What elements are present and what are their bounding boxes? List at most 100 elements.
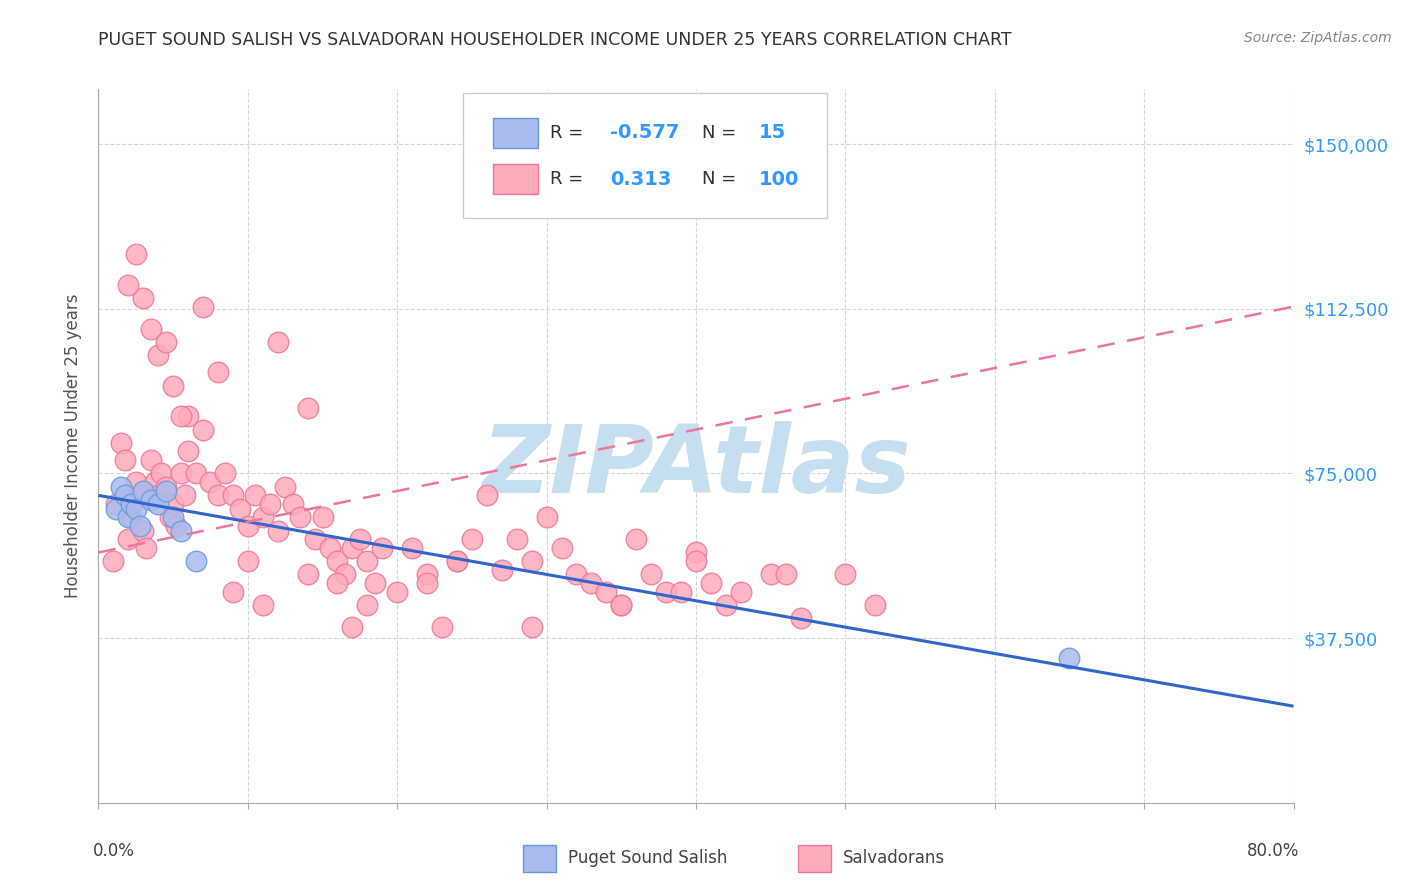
- Point: [148, 348, 170, 362]
- Point: [669, 585, 692, 599]
- Point: [775, 567, 797, 582]
- Point: [536, 510, 558, 524]
- Point: [356, 554, 378, 568]
- Point: [139, 492, 162, 507]
- Point: [105, 497, 128, 511]
- Point: [288, 510, 311, 524]
- FancyBboxPatch shape: [463, 93, 827, 218]
- Point: [364, 576, 387, 591]
- Point: [162, 378, 184, 392]
- Point: [446, 554, 468, 568]
- Text: Puget Sound Salish: Puget Sound Salish: [568, 849, 727, 867]
- Text: R =: R =: [550, 124, 589, 142]
- Point: [304, 533, 326, 547]
- Point: [520, 554, 543, 568]
- Point: [207, 488, 229, 502]
- Bar: [494, 118, 538, 148]
- Point: [129, 488, 152, 502]
- Text: N =: N =: [702, 170, 742, 188]
- Point: [159, 510, 181, 524]
- Point: [461, 533, 484, 547]
- Point: [371, 541, 394, 555]
- Point: [143, 475, 166, 490]
- Point: [155, 480, 177, 494]
- Point: [789, 611, 811, 625]
- Point: [222, 585, 245, 599]
- Point: [506, 533, 529, 547]
- Point: [319, 541, 342, 555]
- Point: [155, 483, 177, 498]
- Point: [297, 567, 319, 582]
- Point: [117, 533, 139, 547]
- Point: [267, 524, 290, 538]
- Point: [117, 277, 139, 292]
- Point: [169, 409, 191, 424]
- Point: [834, 567, 856, 582]
- Point: [236, 519, 259, 533]
- Point: [110, 480, 132, 494]
- Point: [214, 467, 236, 481]
- Point: [430, 620, 453, 634]
- Text: 0.0%: 0.0%: [93, 842, 135, 860]
- Text: 80.0%: 80.0%: [1247, 842, 1299, 860]
- Point: [177, 409, 200, 424]
- Point: [610, 598, 633, 612]
- Point: [326, 576, 349, 591]
- Point: [139, 321, 162, 335]
- Point: [385, 585, 409, 599]
- Y-axis label: Householder Income Under 25 years: Householder Income Under 25 years: [65, 293, 83, 599]
- Bar: [523, 845, 557, 872]
- Point: [165, 519, 187, 533]
- Point: [252, 598, 274, 612]
- Point: [162, 510, 184, 524]
- Point: [491, 563, 513, 577]
- Point: [655, 585, 678, 599]
- Text: 0.313: 0.313: [610, 169, 671, 188]
- Text: 15: 15: [759, 123, 786, 142]
- Point: [174, 488, 197, 502]
- Point: [685, 554, 707, 568]
- Point: [148, 488, 170, 502]
- Point: [229, 501, 252, 516]
- Point: [139, 453, 162, 467]
- Point: [259, 497, 281, 511]
- Point: [349, 533, 371, 547]
- Point: [177, 444, 200, 458]
- Point: [129, 519, 152, 533]
- Text: Salvadorans: Salvadorans: [844, 849, 945, 867]
- Point: [685, 545, 707, 559]
- Point: [125, 247, 148, 261]
- Point: [252, 510, 274, 524]
- Point: [117, 510, 139, 524]
- Point: [184, 554, 207, 568]
- Point: [267, 334, 290, 349]
- Point: [169, 467, 191, 481]
- Point: [333, 567, 356, 582]
- Point: [595, 585, 617, 599]
- Point: [132, 524, 155, 538]
- Point: [148, 497, 170, 511]
- Point: [1059, 651, 1081, 665]
- Point: [356, 598, 378, 612]
- Point: [342, 620, 364, 634]
- Text: N =: N =: [702, 124, 742, 142]
- Bar: [797, 845, 831, 872]
- Point: [150, 467, 173, 481]
- Text: 100: 100: [759, 169, 800, 188]
- Point: [581, 576, 603, 591]
- Point: [446, 554, 468, 568]
- Point: [326, 554, 349, 568]
- Point: [311, 510, 333, 524]
- Point: [626, 533, 648, 547]
- Point: [416, 567, 439, 582]
- Point: [200, 475, 222, 490]
- Point: [103, 554, 125, 568]
- Point: [565, 567, 588, 582]
- Point: [169, 524, 191, 538]
- Point: [610, 598, 633, 612]
- Point: [135, 541, 157, 555]
- Point: [222, 488, 245, 502]
- Text: ZIPAtlas: ZIPAtlas: [481, 421, 911, 514]
- Text: PUGET SOUND SALISH VS SALVADORAN HOUSEHOLDER INCOME UNDER 25 YEARS CORRELATION C: PUGET SOUND SALISH VS SALVADORAN HOUSEHO…: [98, 31, 1012, 49]
- Point: [114, 488, 136, 502]
